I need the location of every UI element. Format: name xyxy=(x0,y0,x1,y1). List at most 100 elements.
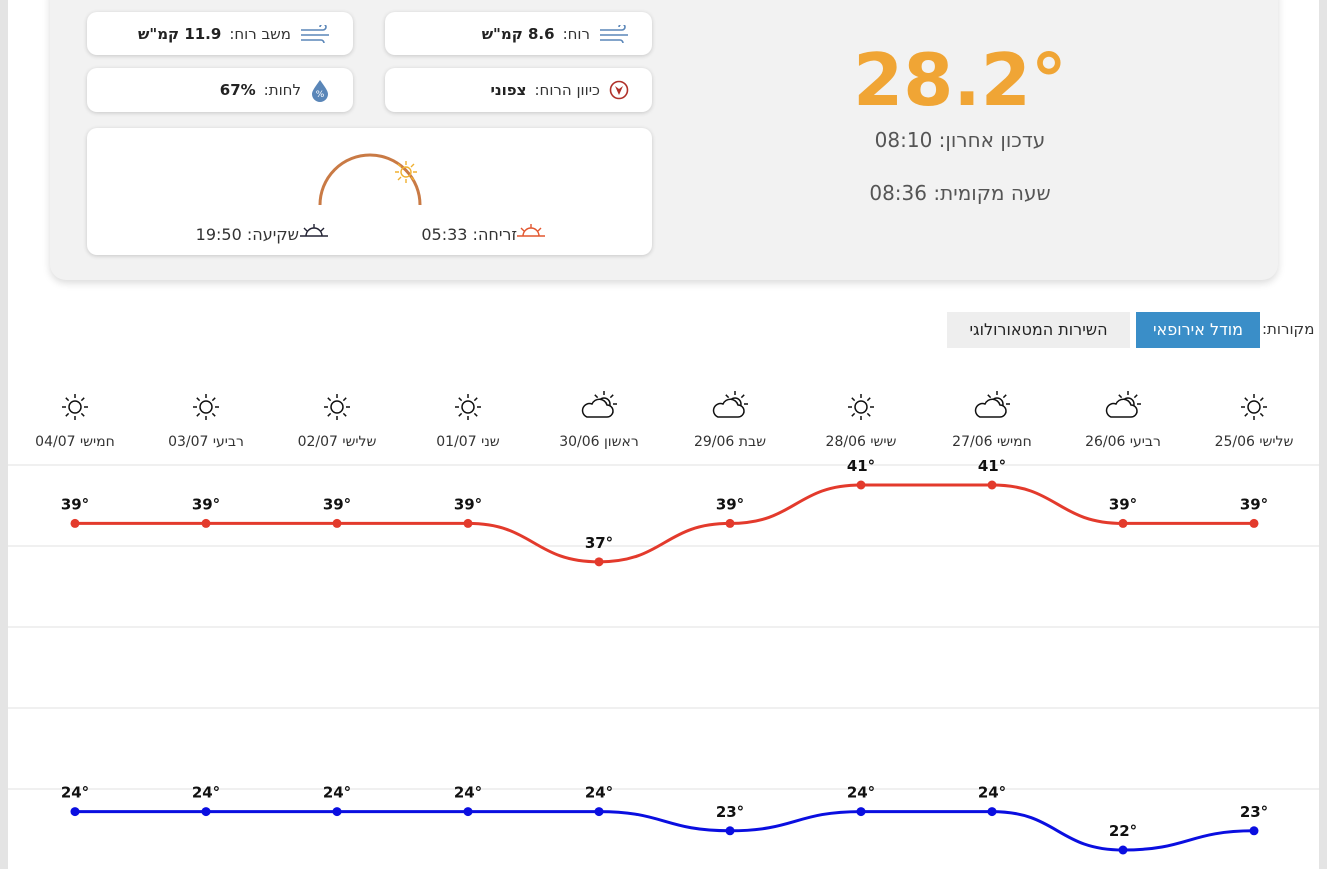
ray xyxy=(740,394,745,399)
temp-point xyxy=(987,807,997,817)
temp-point xyxy=(463,518,473,528)
cloud xyxy=(974,398,1007,418)
day-label: שישי 28/06 xyxy=(826,434,897,450)
temp-point xyxy=(201,807,211,817)
day-label: שלישי 25/06 xyxy=(1215,434,1294,450)
temp-label: 24° xyxy=(847,784,875,802)
direction-icon xyxy=(609,80,629,100)
gust-icon xyxy=(301,24,329,43)
temp-label: 37° xyxy=(585,534,613,552)
temp-label: 41° xyxy=(847,457,875,475)
temp-point xyxy=(987,480,997,490)
wind-value: 8.6 קמ"ש xyxy=(481,24,555,43)
temp-point xyxy=(201,518,211,528)
gust-label: משב רוח: xyxy=(229,24,291,43)
sun xyxy=(68,400,82,414)
temp-point xyxy=(856,480,866,490)
temp-point xyxy=(1249,826,1259,836)
ray xyxy=(80,397,85,402)
temp-label: 24° xyxy=(585,784,613,802)
weather-icon xyxy=(62,394,88,420)
sunset: שקיעה: 19:50 xyxy=(195,225,299,244)
ray xyxy=(1244,412,1249,417)
temp-label: 39° xyxy=(61,495,89,513)
ray xyxy=(80,412,85,417)
ray xyxy=(473,397,478,402)
day-label: רביעי 03/07 xyxy=(168,434,244,450)
ray xyxy=(327,412,332,417)
gust-value: 11.9 קמ"ש xyxy=(138,24,222,43)
humidity-icon: % xyxy=(312,80,328,102)
weather-icon xyxy=(324,394,350,420)
temp-label: 24° xyxy=(192,784,220,802)
temp-point xyxy=(332,807,342,817)
source-button[interactable]: מודל אירופאי xyxy=(1136,312,1260,348)
day-label: חמישי 27/06 xyxy=(952,434,1032,450)
temp-label: 24° xyxy=(61,784,89,802)
ray xyxy=(851,412,856,417)
humidity-value: 67% xyxy=(219,81,256,99)
ray xyxy=(725,394,730,399)
sun xyxy=(854,400,868,414)
temp-point xyxy=(725,518,735,528)
temp-point xyxy=(594,807,604,817)
last-update: עדכון אחרון: 08:10 xyxy=(874,128,1046,152)
wind-box: רוח: 8.6 קמ"ש xyxy=(385,12,652,55)
weather-icon xyxy=(1241,394,1267,420)
ray xyxy=(1259,412,1264,417)
day-label: רביעי 26/06 xyxy=(1085,434,1161,450)
ray xyxy=(458,412,463,417)
weather-icon xyxy=(581,391,617,418)
ray xyxy=(65,397,70,402)
local-time: שעה מקומית: 08:36 xyxy=(869,181,1051,205)
sun-box: זריחה: 05:33 שקיעה: 19:50 xyxy=(87,128,652,255)
day-label: שבת 29/06 xyxy=(694,434,766,450)
ray xyxy=(1118,394,1123,399)
temp-point xyxy=(70,518,80,528)
forecast-chart: שלישי 25/06 רביעי 26/06 חמישי 27/06 שישי 28… xyxy=(8,391,1320,855)
cloud xyxy=(581,398,614,418)
day-label: שלישי 02/07 xyxy=(298,434,377,450)
direction-value: צפוני xyxy=(490,81,527,99)
wind-label: רוח: xyxy=(562,24,590,43)
ray xyxy=(866,397,871,402)
temp-point xyxy=(594,557,604,567)
humidity-box: % לחות: 67% xyxy=(87,68,353,112)
temp-point xyxy=(1118,845,1128,855)
temperature: 28.2° xyxy=(853,38,1067,122)
ray xyxy=(594,394,599,399)
ray xyxy=(327,397,332,402)
temp-point xyxy=(1249,518,1259,528)
ray xyxy=(196,397,201,402)
temp-label: 39° xyxy=(192,495,220,513)
temp-label: 39° xyxy=(716,495,744,513)
ray xyxy=(211,412,216,417)
ray xyxy=(1133,394,1138,399)
temp-label: 41° xyxy=(978,457,1006,475)
ray xyxy=(1244,397,1249,402)
left-edge xyxy=(0,0,8,869)
sunrise: זריחה: 05:33 xyxy=(421,225,517,244)
weather-icon xyxy=(1105,391,1141,418)
temp-label: 39° xyxy=(1109,495,1137,513)
temp-point xyxy=(70,807,80,817)
source-button[interactable]: השירות המטאורולוגי xyxy=(947,312,1130,348)
ray xyxy=(458,397,463,402)
weather-icon xyxy=(848,394,874,420)
temp-point xyxy=(725,826,735,836)
temp-label: 39° xyxy=(1240,495,1268,513)
humidity-label: לחות: xyxy=(263,81,301,99)
direction-box: כיוון הרוח: צפוני xyxy=(385,68,652,112)
cloud xyxy=(1105,398,1138,418)
temp-point xyxy=(1118,518,1128,528)
temp-label: 23° xyxy=(716,803,744,821)
sun-arc xyxy=(300,153,545,237)
temp-label: 39° xyxy=(454,495,482,513)
temp-line xyxy=(75,810,1255,852)
sun xyxy=(461,400,475,414)
ray xyxy=(342,397,347,402)
ray xyxy=(1002,394,1007,399)
ray xyxy=(609,394,614,399)
ray xyxy=(211,397,216,402)
